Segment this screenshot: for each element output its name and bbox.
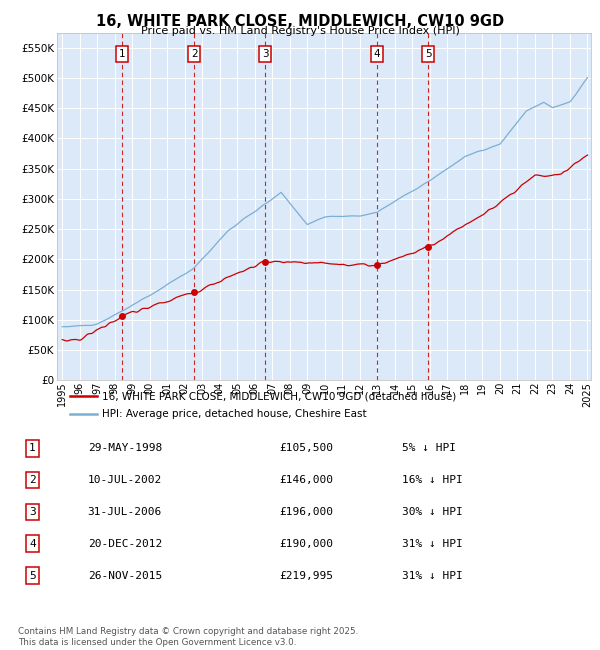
Text: Contains HM Land Registry data © Crown copyright and database right 2025.
This d: Contains HM Land Registry data © Crown c… [18, 627, 358, 647]
Text: Price paid vs. HM Land Registry's House Price Index (HPI): Price paid vs. HM Land Registry's House … [140, 26, 460, 36]
Text: 5% ↓ HPI: 5% ↓ HPI [402, 443, 456, 453]
Text: 5: 5 [29, 571, 36, 580]
Text: 5: 5 [425, 49, 431, 58]
Text: 31-JUL-2006: 31-JUL-2006 [88, 507, 162, 517]
Text: 31% ↓ HPI: 31% ↓ HPI [402, 539, 463, 549]
Text: 1: 1 [29, 443, 36, 453]
Text: 10-JUL-2002: 10-JUL-2002 [88, 475, 162, 485]
Text: 29-MAY-1998: 29-MAY-1998 [88, 443, 162, 453]
Text: 1: 1 [119, 49, 125, 58]
Text: 4: 4 [29, 539, 36, 549]
Text: 3: 3 [29, 507, 36, 517]
Text: 2: 2 [191, 49, 197, 58]
Text: £190,000: £190,000 [280, 539, 334, 549]
Text: £105,500: £105,500 [280, 443, 334, 453]
Text: 20-DEC-2012: 20-DEC-2012 [88, 539, 162, 549]
Text: 16, WHITE PARK CLOSE, MIDDLEWICH, CW10 9GD: 16, WHITE PARK CLOSE, MIDDLEWICH, CW10 9… [96, 14, 504, 29]
Text: 2: 2 [29, 475, 36, 485]
Text: 3: 3 [262, 49, 268, 58]
Text: £146,000: £146,000 [280, 475, 334, 485]
Text: 4: 4 [374, 49, 380, 58]
Text: 16, WHITE PARK CLOSE, MIDDLEWICH, CW10 9GD (detached house): 16, WHITE PARK CLOSE, MIDDLEWICH, CW10 9… [103, 391, 457, 401]
Text: 31% ↓ HPI: 31% ↓ HPI [402, 571, 463, 580]
Text: HPI: Average price, detached house, Cheshire East: HPI: Average price, detached house, Ches… [103, 410, 367, 419]
Text: 30% ↓ HPI: 30% ↓ HPI [402, 507, 463, 517]
Text: 16% ↓ HPI: 16% ↓ HPI [402, 475, 463, 485]
Text: £219,995: £219,995 [280, 571, 334, 580]
Text: £196,000: £196,000 [280, 507, 334, 517]
Text: 26-NOV-2015: 26-NOV-2015 [88, 571, 162, 580]
